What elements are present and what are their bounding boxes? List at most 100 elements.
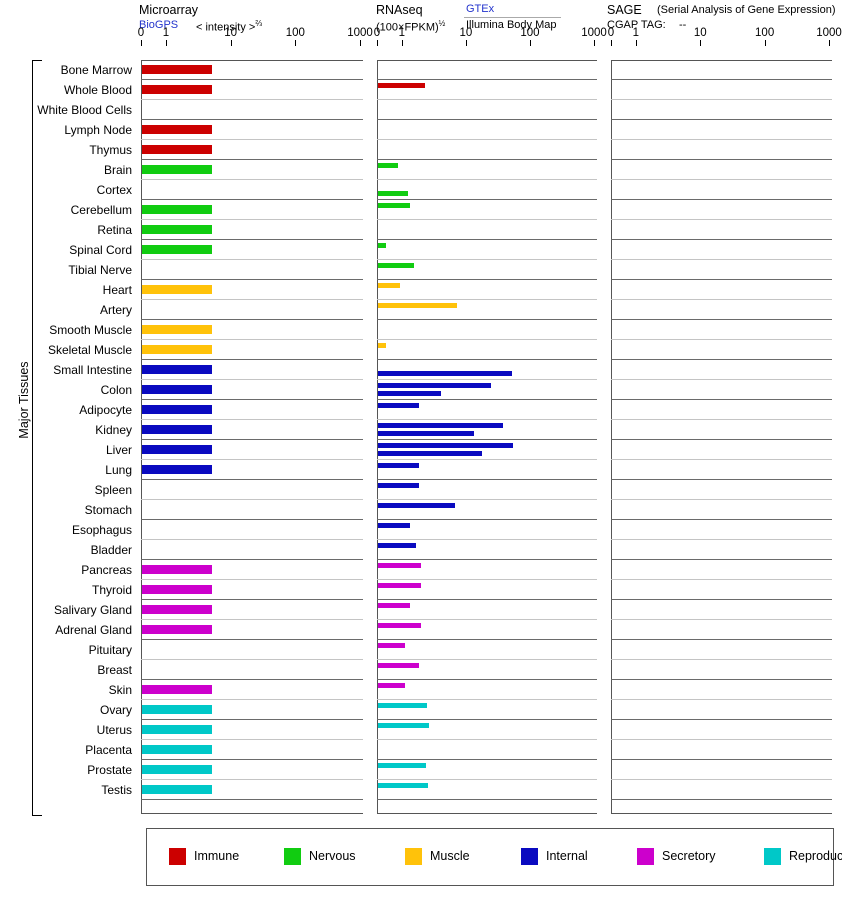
axis-tick xyxy=(295,40,297,46)
gtex-bar xyxy=(378,203,411,208)
row-separator xyxy=(377,519,597,520)
tissue-label: Adipocyte xyxy=(79,403,132,417)
row-separator xyxy=(611,139,832,140)
microarray-bar xyxy=(142,65,213,74)
microarray-bar xyxy=(142,425,213,434)
row-separator xyxy=(377,599,597,600)
row-separator xyxy=(377,259,597,260)
panel-frame xyxy=(611,60,833,814)
gtex-bar xyxy=(378,543,416,548)
row-separator xyxy=(611,799,832,800)
row-separator xyxy=(611,359,832,360)
row-separator xyxy=(611,539,832,540)
axis-tick xyxy=(401,40,403,46)
rnaseq-unit: (100×FPKM)½ xyxy=(376,19,445,34)
tissue-label: Artery xyxy=(99,303,132,317)
row-separator xyxy=(141,299,363,300)
row-separator xyxy=(611,499,832,500)
gtex-bar xyxy=(378,423,504,428)
gtex-bar xyxy=(378,563,421,568)
row-separator xyxy=(377,139,597,140)
illumina-bar xyxy=(378,371,512,376)
row-separator xyxy=(377,639,597,640)
tissue-label: Brain xyxy=(103,163,132,177)
microarray-panel xyxy=(141,60,363,814)
tissue-label: Pituitary xyxy=(88,643,132,657)
gtex-bar xyxy=(378,783,429,788)
row-separator xyxy=(377,739,597,740)
row-separator xyxy=(377,299,597,300)
axis-tick-label: 1000 xyxy=(347,27,373,39)
major-tissues-bracket xyxy=(32,60,42,816)
axis-tick xyxy=(594,40,595,46)
legend-label: Immune xyxy=(194,849,240,863)
microarray-bar xyxy=(142,225,213,234)
row-separator xyxy=(377,219,597,220)
row-separator xyxy=(377,459,597,460)
biogps-source-link[interactable]: BioGPS xyxy=(139,19,179,31)
tissue-label: Skeletal Muscle xyxy=(47,343,132,357)
gtex-bar xyxy=(378,463,420,468)
row-separator xyxy=(611,419,832,420)
row-separator xyxy=(611,719,832,720)
microarray-intensity-note: < intensity >⅔ xyxy=(196,19,262,34)
row-separator xyxy=(611,439,832,440)
row-separator xyxy=(611,259,832,260)
row-separator xyxy=(141,619,363,620)
gtex-bar xyxy=(378,523,411,528)
gtex-bar xyxy=(378,643,406,648)
tissue-label: Ovary xyxy=(99,703,132,717)
axis-tick-label: 10 xyxy=(459,27,473,39)
tissue-label: Spinal Cord xyxy=(69,243,132,257)
row-separator xyxy=(377,499,597,500)
row-separator xyxy=(141,259,363,260)
sage-title: SAGE xyxy=(607,3,642,17)
tissue-label: Bladder xyxy=(90,543,132,557)
row-separator xyxy=(611,199,832,200)
tissue-label: Salivary Gland xyxy=(53,603,132,617)
microarray-bar xyxy=(142,145,213,154)
microarray-bar xyxy=(142,745,213,754)
row-separator xyxy=(141,319,363,320)
row-separator xyxy=(611,699,832,700)
legend-swatch xyxy=(169,848,186,865)
row-separator xyxy=(611,399,832,400)
tissue-label: Thymus xyxy=(89,143,132,157)
legend-label: Muscle xyxy=(430,849,470,863)
tissue-label: Uterus xyxy=(96,723,132,737)
row-separator xyxy=(377,399,597,400)
gtex-bar xyxy=(378,603,411,608)
axis-tick xyxy=(764,40,766,46)
row-separator xyxy=(141,79,363,80)
row-separator xyxy=(141,559,363,560)
gtex-source-link[interactable]: GTEx xyxy=(466,3,495,15)
row-separator xyxy=(611,679,832,680)
axis-tick xyxy=(465,40,467,46)
legend-label: Reproductive xyxy=(789,849,842,863)
gtex-bar xyxy=(378,243,387,248)
row-separator xyxy=(141,99,363,100)
microarray-bar xyxy=(142,205,213,214)
row-separator xyxy=(141,679,363,680)
row-separator xyxy=(141,759,363,760)
row-separator xyxy=(377,619,597,620)
tissue-label: Retina xyxy=(97,223,132,237)
row-separator xyxy=(611,579,832,580)
row-separator xyxy=(141,339,363,340)
row-separator xyxy=(611,759,832,760)
tissue-label: Esophagus xyxy=(71,523,132,537)
tissue-label: White Blood Cells xyxy=(37,103,132,117)
axis-tick-label: 1000 xyxy=(581,27,607,39)
microarray-intensity-text: < intensity > xyxy=(196,21,256,34)
row-separator xyxy=(611,559,832,560)
row-separator xyxy=(377,659,597,660)
axis-tick-label: 1 xyxy=(398,27,405,39)
row-separator xyxy=(141,139,363,140)
row-separator xyxy=(141,159,363,160)
row-separator xyxy=(377,559,597,560)
axis-tick xyxy=(141,40,142,46)
row-separator xyxy=(377,379,597,380)
panel-top-border xyxy=(377,60,597,62)
tissue-label: Lymph Node xyxy=(64,123,132,137)
tissue-label: Small Intestine xyxy=(53,363,132,377)
